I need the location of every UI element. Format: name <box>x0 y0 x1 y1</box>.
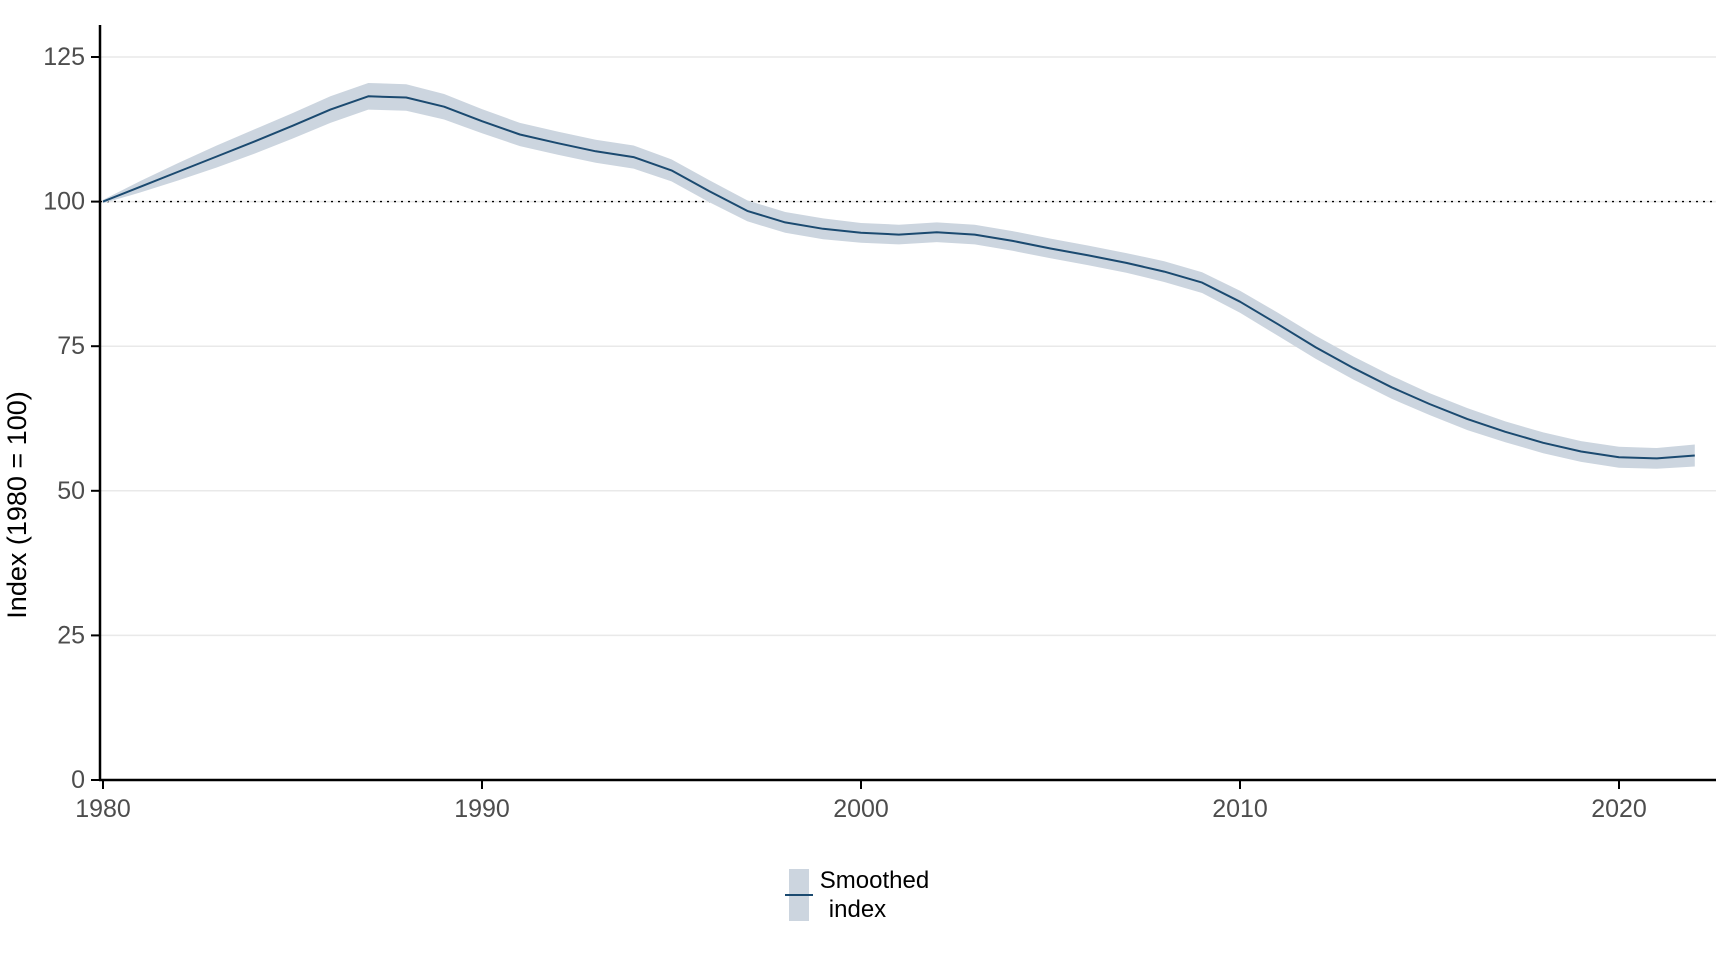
smoothed-line <box>102 95 1695 460</box>
chart-svg: 0 25 50 75 100 125 1980 1990 2000 2010 2020 Index (… <box>2 25 1716 823</box>
legend: Smoothed index <box>0 866 1718 924</box>
y-axis-title: Index (1980 = 100) <box>2 391 32 618</box>
y-tick-label-100: 100 <box>43 188 85 216</box>
legend-label: Smoothed index <box>820 866 929 924</box>
y-tick-label-75: 75 <box>57 332 85 360</box>
x-tick-label-2020: 2020 <box>1591 795 1647 823</box>
legend-key-swatch <box>784 869 813 921</box>
y-tick-label-25: 25 <box>57 621 85 649</box>
y-tick-label-0: 0 <box>71 766 85 794</box>
x-tick-label-1980: 1980 <box>75 795 131 823</box>
x-tick-label-2000: 2000 <box>833 795 889 823</box>
y-tick-label-125: 125 <box>43 43 85 71</box>
x-tick-label-2010: 2010 <box>1212 795 1268 823</box>
legend-key-line <box>784 894 813 896</box>
x-tick-label-1990: 1990 <box>454 795 510 823</box>
legend-label-line2: index <box>828 896 887 923</box>
confidence-ribbon <box>103 83 1695 469</box>
y-tick-label-50: 50 <box>57 477 85 505</box>
legend-label-line1: Smoothed <box>819 867 930 894</box>
